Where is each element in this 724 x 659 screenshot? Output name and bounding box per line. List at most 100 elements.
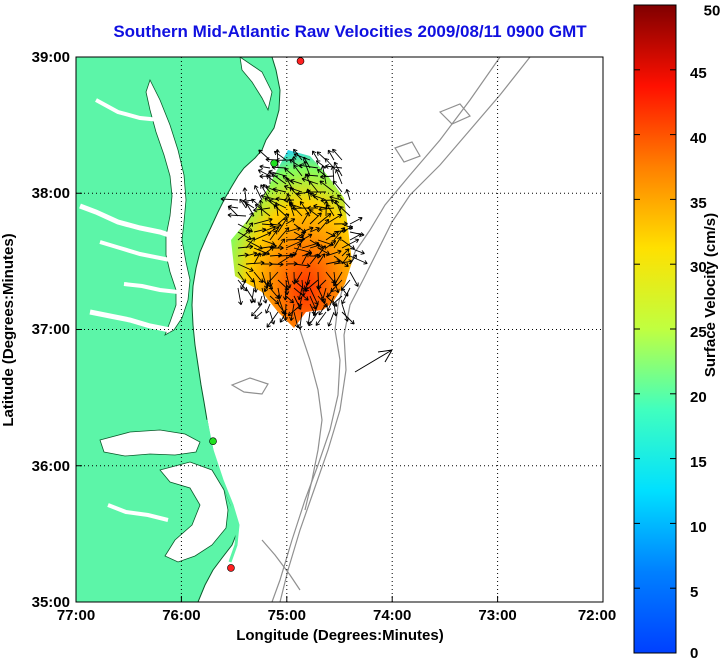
velocity-arrow <box>253 252 261 265</box>
colorbar-tick-label: 35 <box>690 195 707 212</box>
velocity-arrow <box>309 212 322 225</box>
velocity-arrow <box>333 303 338 317</box>
velocity-arrow <box>293 164 303 177</box>
velocity-arrow <box>237 229 251 241</box>
velocity-arrow <box>315 160 327 169</box>
velocity-arrow <box>257 295 263 306</box>
velocity-arrow <box>301 226 314 233</box>
radar-sites <box>209 57 305 572</box>
velocity-arrow <box>260 194 279 201</box>
y-axis: 39:00 38:00 37:00 36:00 35:00 Latitude (… <box>0 49 82 611</box>
velocity-arrow <box>239 198 247 209</box>
velocity-arrow <box>293 148 303 161</box>
x-axis-label: Longitude (Degrees:Minutes) <box>236 627 444 644</box>
velocity-arrow <box>313 203 327 209</box>
velocity-arrow <box>345 188 351 201</box>
velocity-arrow <box>277 213 290 225</box>
york-river <box>123 282 179 294</box>
velocity-arrow <box>277 238 286 249</box>
velocity-arrow <box>332 148 343 161</box>
velocity-arrow <box>293 242 302 257</box>
y-tick-label: 36:00 <box>32 458 70 475</box>
velocity-arrow <box>258 199 264 217</box>
delaware-bay <box>239 57 273 112</box>
colorbar-tick-label: 10 <box>690 519 707 536</box>
velocity-arrow <box>277 253 295 265</box>
y-tick-label: 35:00 <box>32 594 70 611</box>
outer-banks <box>204 419 240 563</box>
velocity-arrow <box>271 173 287 185</box>
velocity-arrow <box>317 247 330 255</box>
velocity-arrow <box>326 204 335 217</box>
y-axis-label: Latitude (Degrees:Minutes) <box>0 233 17 426</box>
velocity-arrow <box>254 311 263 320</box>
velocity-arrow <box>341 311 355 325</box>
velocity-arrow <box>341 287 351 305</box>
colorbar-tick-label: 30 <box>690 259 707 276</box>
velocity-arrow <box>245 237 256 249</box>
velocity-arrow <box>337 194 351 209</box>
pamlico-sound <box>159 461 229 563</box>
colorbar-tick-label: 45 <box>690 65 707 82</box>
velocity-arrow <box>325 249 342 257</box>
velocity-arrow <box>301 233 313 241</box>
velocity-arrow <box>220 196 239 202</box>
velocity-arrow <box>289 186 303 201</box>
velocity-arrow <box>227 205 239 217</box>
velocity-arrow <box>237 287 243 306</box>
velocity-arrow <box>349 254 357 265</box>
velocity-arrow <box>349 231 365 237</box>
colorbar-tick-label: 5 <box>690 584 698 601</box>
colorbar-tick-label: 0 <box>690 645 698 659</box>
velocity-arrow <box>273 204 287 217</box>
velocity-arrow <box>263 279 271 293</box>
velocity-arrow <box>237 263 254 272</box>
velocity-arrow <box>333 227 346 241</box>
velocity-arrow <box>293 263 311 269</box>
velocity-arrow <box>329 195 343 201</box>
velocity-arrow <box>265 185 279 193</box>
velocity-arrow <box>269 295 280 305</box>
colorbar-label: Surface Velocity (cm/s) <box>702 213 719 377</box>
velocity-arrow <box>309 243 321 249</box>
velocity-arrow <box>242 187 248 201</box>
velocity-arrow <box>318 303 327 316</box>
velocity-arrow <box>316 151 327 161</box>
velocity-arrow <box>254 203 271 217</box>
y-tick-label: 37:00 <box>32 321 70 338</box>
colorbar-tick-label: 40 <box>690 130 707 147</box>
rappahannock-river <box>99 240 181 264</box>
velocity-arrow <box>285 271 292 289</box>
velocity-arrow <box>335 169 343 185</box>
velocity-arrow <box>325 240 337 249</box>
velocity-arrow <box>253 231 272 241</box>
velocity-arrow <box>341 252 351 265</box>
velocity-arrow <box>290 178 303 185</box>
velocity-arrow <box>251 303 263 317</box>
velocity-arrow <box>308 311 319 327</box>
colorbar-tick-label: 20 <box>690 389 707 406</box>
velocity-arrow <box>341 248 350 257</box>
y-tick-label: 38:00 <box>32 185 70 202</box>
colorbar-tick-label: 15 <box>690 454 707 471</box>
velocity-arrow <box>320 174 335 180</box>
x-tick-label: 77:00 <box>57 607 95 624</box>
upper-bay-river <box>95 98 161 122</box>
velocity-arrow <box>265 303 271 314</box>
velocity-arrow <box>332 295 343 305</box>
velocity-arrow <box>254 185 263 201</box>
colorbar-tick-label: 50 <box>704 2 721 19</box>
velocity-arrow <box>287 198 295 217</box>
velocity-arrow <box>332 180 343 193</box>
velocity-arrow <box>253 217 273 225</box>
velocity-arrow <box>349 233 362 241</box>
velocity-arrow <box>293 232 306 241</box>
velocity-arrow <box>341 238 360 249</box>
velocity-arrow <box>274 149 280 169</box>
x-tick-label: 72:00 <box>578 607 616 624</box>
velocity-arrow <box>333 236 342 249</box>
velocity-arrow <box>326 295 335 312</box>
velocity-arrow <box>297 311 303 330</box>
velocity-arrow <box>269 229 278 241</box>
